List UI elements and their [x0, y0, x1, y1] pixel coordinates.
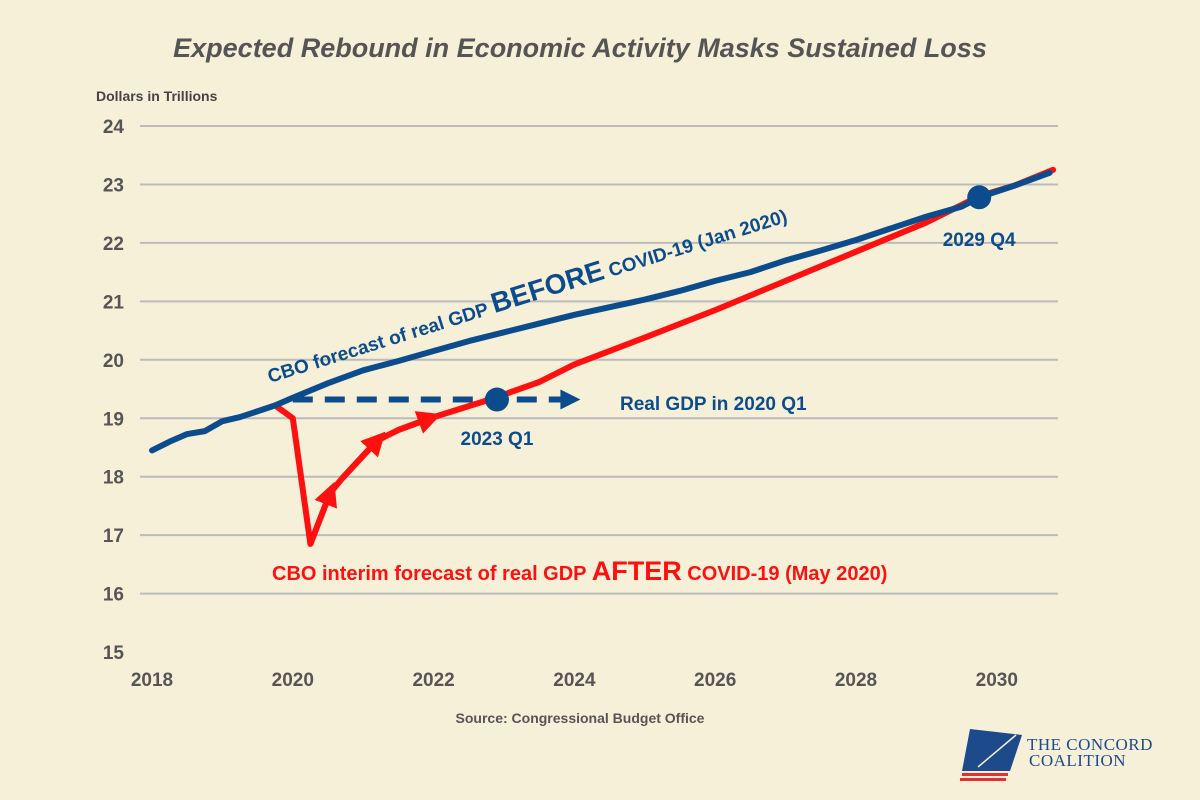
after-label: CBO interim forecast of real GDP AFTER C…	[272, 556, 887, 586]
x-tick-label: 2028	[835, 670, 877, 691]
x-tick-label: 2024	[553, 670, 596, 691]
y-tick-label: 16	[103, 585, 124, 606]
recovery-arrow	[339, 431, 386, 481]
recovery-arrow	[397, 411, 442, 434]
annotation-2023-q1: 2023 Q1	[461, 429, 534, 450]
y-tick-label: 21	[103, 292, 125, 313]
series-after-covid-line	[272, 166, 1057, 547]
annotation-real-gdp-2020-q1: Real GDP in 2020 Q1	[620, 394, 807, 415]
point-2029-q4	[967, 185, 992, 210]
y-tick-label: 22	[103, 234, 124, 255]
y-tick-label: 24	[103, 117, 125, 138]
x-tick-label: 2018	[131, 670, 173, 691]
y-tick-label: 23	[103, 175, 124, 196]
y-tick-label: 17	[103, 526, 124, 547]
x-tick-label: 2030	[976, 670, 1018, 691]
recovery-arrow	[307, 481, 337, 546]
logo-text: The Concord Coalition	[1027, 735, 1153, 770]
x-tick-label: 2020	[272, 670, 314, 691]
y-tick-label: 18	[103, 468, 124, 489]
chart-title: Expected Rebound in Economic Activity Ma…	[173, 33, 987, 63]
series-before-covid-line	[149, 169, 1053, 454]
annotation-2029-q4: 2029 Q4	[943, 230, 1016, 251]
point-2023-q1	[484, 387, 509, 412]
y-tick-label: 15	[103, 643, 125, 664]
x-tick-label: 2026	[694, 670, 736, 691]
source-note: Source: Congressional Budget Office	[456, 710, 705, 726]
reference-arrowhead	[560, 389, 581, 410]
y-tick-label: 19	[103, 409, 124, 430]
concord-coalition-logo	[960, 729, 1022, 781]
x-tick-label: 2022	[412, 670, 454, 691]
y-axis-label: Dollars in Trillions	[96, 88, 218, 104]
y-tick-label: 20	[103, 351, 124, 372]
